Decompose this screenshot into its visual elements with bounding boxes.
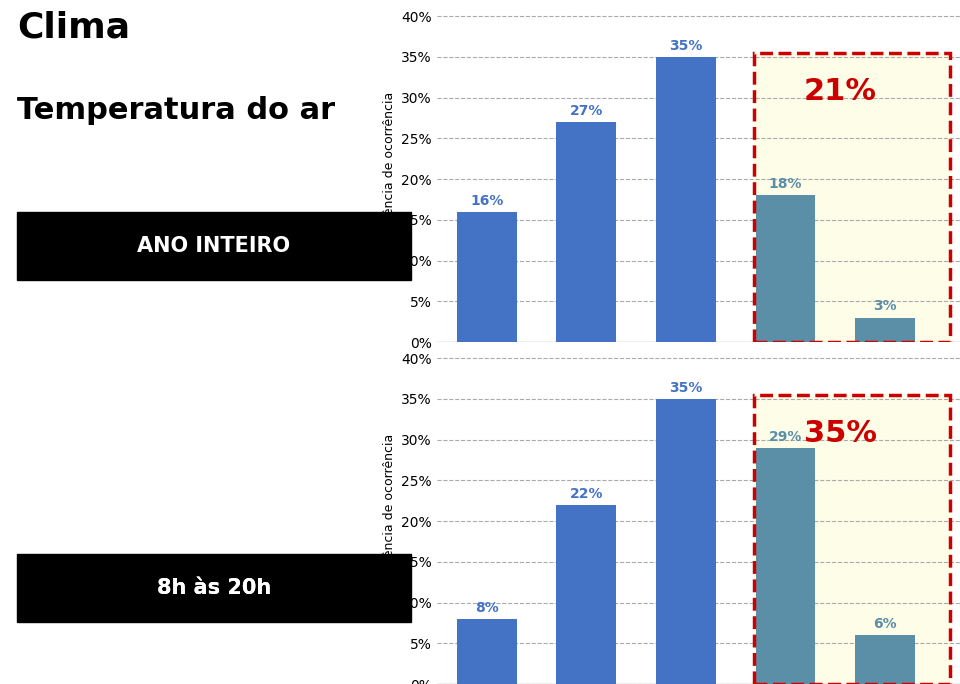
Text: 8h às 20h: 8h às 20h [156, 578, 271, 598]
Text: 29%: 29% [769, 430, 803, 444]
Text: ANO INTEIRO: ANO INTEIRO [137, 236, 291, 256]
Text: 27%: 27% [569, 104, 603, 118]
Bar [557, 122, 616, 342]
Bar [756, 448, 815, 684]
Bar [457, 212, 516, 342]
Text: 35%: 35% [669, 381, 703, 395]
Bar [656, 399, 716, 684]
Text: 35%: 35% [804, 419, 876, 448]
Bar [17, 554, 411, 622]
Bar [557, 505, 616, 684]
Text: 8h às 20h: 8h às 20h [156, 578, 271, 598]
Bar [754, 53, 950, 342]
X-axis label: Faixas de Temperatura: Faixas de Temperatura [609, 370, 788, 384]
Y-axis label: Frequência de ocorrência: Frequência de ocorrência [383, 92, 396, 250]
Text: 21%: 21% [804, 77, 876, 106]
Text: Clima: Clima [17, 10, 131, 44]
Bar [754, 395, 950, 684]
Bar [457, 619, 516, 684]
Bar [656, 57, 716, 342]
Bar [756, 196, 815, 342]
Text: 35%: 35% [669, 39, 703, 53]
Text: 8%: 8% [475, 601, 498, 615]
Bar [855, 635, 915, 684]
Text: 6%: 6% [874, 617, 897, 631]
Bar [17, 212, 411, 280]
Bar [855, 317, 915, 342]
Text: 3%: 3% [874, 300, 897, 313]
Y-axis label: Frequência de ocorrência: Frequência de ocorrência [383, 434, 396, 592]
Text: 18%: 18% [769, 177, 803, 192]
Text: Temperatura do ar: Temperatura do ar [17, 96, 336, 124]
Text: 16%: 16% [470, 194, 503, 208]
Text: 22%: 22% [569, 487, 603, 501]
